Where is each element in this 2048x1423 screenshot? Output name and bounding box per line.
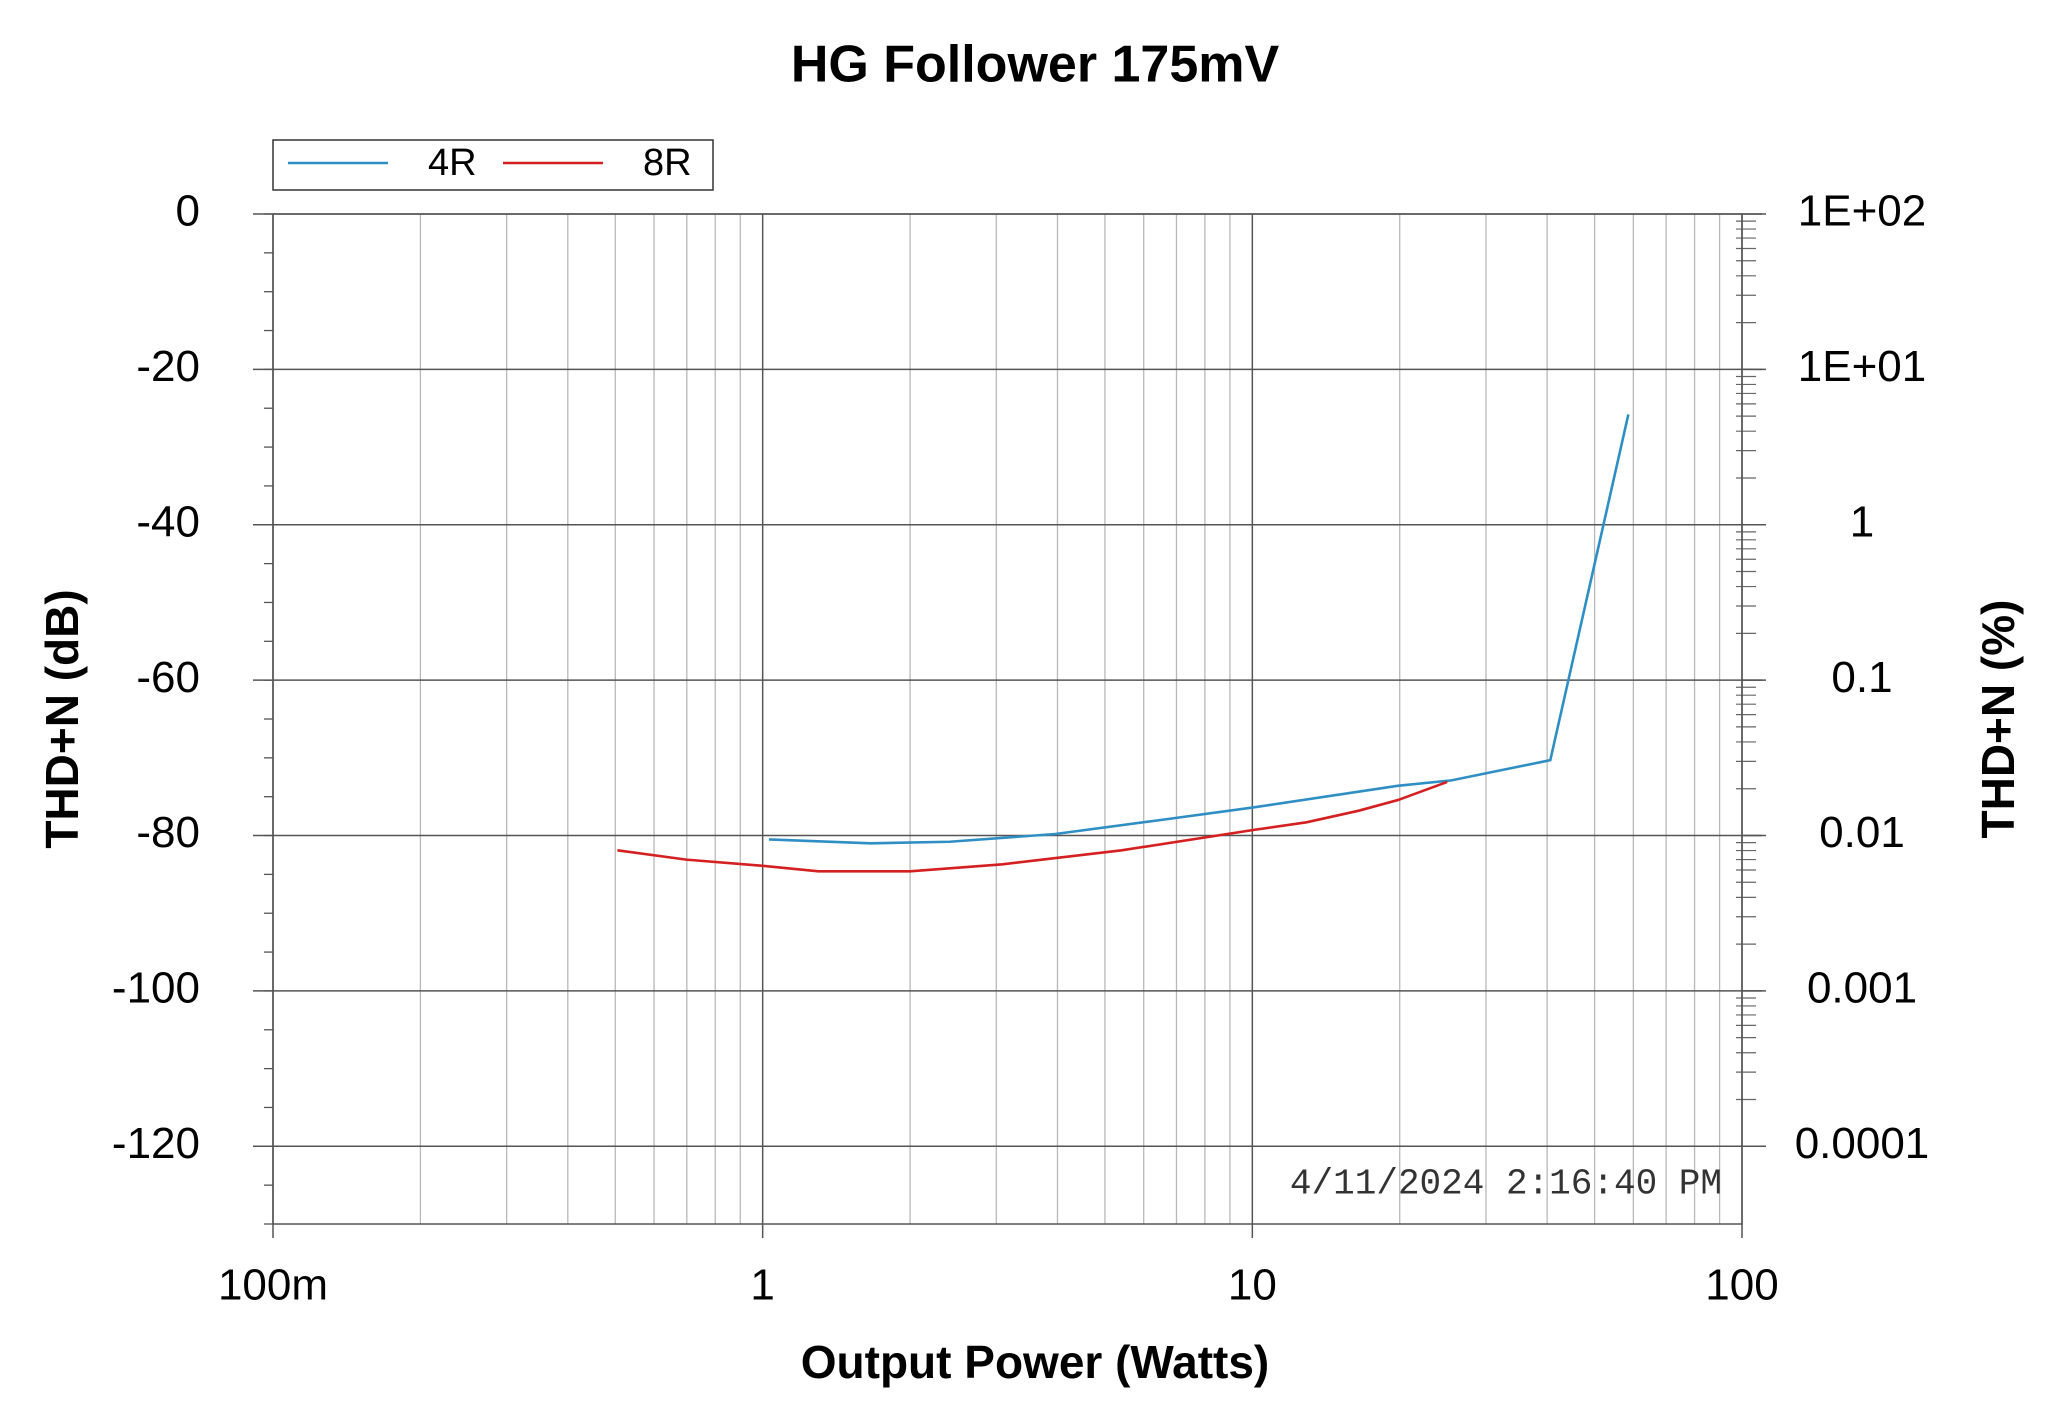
chart-title: HG Follower 175mV [791,36,1280,94]
legend-label: 4R [428,142,477,184]
y2-tick-label: 0.0001 [1795,1119,1930,1168]
y-tick-label: -60 [136,653,200,702]
y2-tick-label: 1E+01 [1798,342,1926,391]
y2-tick-label: 0.1 [1831,653,1892,702]
y-tick-label: -20 [136,342,200,391]
y2-tick-label: 1E+02 [1798,187,1926,236]
y-tick-label: 0 [176,187,200,236]
y2-tick-label: 0.01 [1819,808,1905,857]
y2-tick-label: 0.001 [1807,964,1917,1013]
legend-label: 8R [643,142,692,184]
x-tick-label: 1 [750,1261,774,1310]
series-line [617,780,1448,873]
y-axis-title: THD+N (dB) [36,589,88,848]
y2-tick-label: 1 [1850,497,1874,546]
y-tick-label: -100 [112,964,200,1013]
plot-frame [272,213,1743,1225]
series-line [768,414,1630,845]
y-tick-label: -80 [136,808,200,857]
y-tick-label: -120 [112,1119,200,1168]
x-axis-title: Output Power (Watts) [801,1336,1269,1388]
y2-axis-title: THD+N (%) [1972,600,2024,839]
y-tick-label: -40 [136,497,200,546]
x-tick-label: 100 [1705,1261,1778,1310]
annotation: 4/11/2024 2:16:40 PM [1290,1164,1722,1205]
x-tick-label: 10 [1228,1261,1277,1310]
x-tick-label: 100m [218,1261,328,1310]
legend-box [272,139,714,191]
